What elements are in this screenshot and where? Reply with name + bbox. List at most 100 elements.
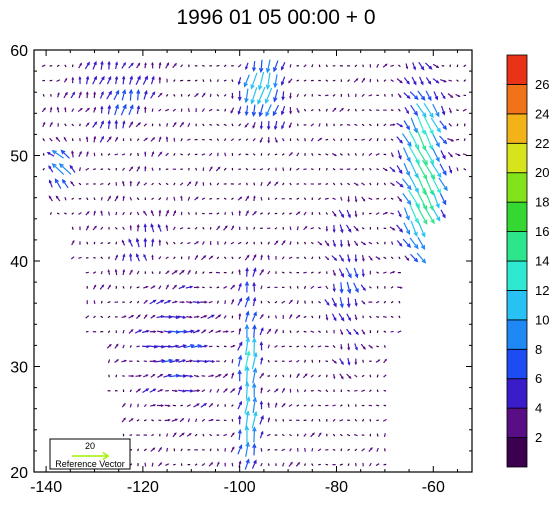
wind-vector — [230, 138, 235, 142]
wind-vector — [223, 359, 227, 363]
wind-vector — [56, 79, 61, 82]
wind-vector — [303, 433, 307, 437]
wind-vector — [383, 256, 387, 260]
wind-vector — [318, 153, 321, 156]
wind-vector — [122, 120, 126, 129]
wind-vector — [339, 224, 344, 234]
wind-vector — [389, 166, 396, 173]
wind-vector — [63, 77, 68, 83]
wind-vector — [339, 153, 343, 156]
wind-vector — [208, 329, 214, 334]
wind-vector — [143, 419, 147, 422]
wind-vector — [179, 227, 184, 230]
wind-vector — [56, 106, 60, 113]
wind-vector — [238, 138, 242, 141]
wind-vector — [273, 74, 278, 89]
wind-vector — [402, 133, 412, 147]
wind-vector — [135, 75, 141, 85]
wind-vector — [178, 359, 187, 363]
wind-vector — [289, 167, 292, 171]
wind-vector — [222, 330, 229, 333]
wind-vector — [325, 212, 328, 215]
wind-vector — [173, 79, 176, 82]
wind-vector — [143, 182, 148, 186]
wind-vector — [264, 87, 273, 105]
wind-vector — [158, 256, 162, 260]
wind-vector — [244, 458, 250, 470]
wind-vector — [157, 92, 163, 98]
wind-vector — [223, 123, 227, 127]
wind-vector — [179, 300, 186, 304]
wind-vector — [201, 329, 207, 334]
wind-vector — [172, 121, 177, 128]
wind-vector — [93, 241, 96, 245]
wind-vector — [331, 255, 338, 262]
wind-vector — [151, 150, 155, 157]
wind-vector — [383, 404, 387, 407]
wind-vector — [391, 241, 394, 245]
wind-vector — [158, 136, 162, 142]
wind-vector — [57, 92, 60, 98]
wind-vector — [187, 212, 190, 215]
wind-vector — [69, 164, 76, 173]
wind-vector — [245, 441, 250, 457]
wind-vector — [184, 329, 195, 334]
wind-vector — [238, 256, 242, 260]
wind-vector — [260, 447, 263, 452]
wind-vector — [272, 104, 280, 117]
wind-vector — [209, 388, 212, 393]
wind-vector — [259, 137, 264, 144]
wind-vector — [282, 182, 285, 186]
wind-vector — [361, 329, 365, 335]
wind-vector — [100, 60, 104, 70]
wind-vector — [347, 389, 350, 392]
reference-vector-arrow — [72, 451, 110, 461]
wind-vector — [136, 165, 140, 172]
wind-vector — [216, 212, 220, 215]
wind-vector — [375, 212, 380, 215]
wind-vector — [282, 462, 285, 467]
wind-vector — [409, 175, 419, 194]
wind-vector — [310, 227, 315, 230]
wind-vector — [397, 196, 403, 203]
wind-vector — [354, 168, 358, 171]
wind-vector — [462, 153, 467, 156]
wind-vector — [250, 87, 258, 105]
wind-vector — [325, 389, 329, 393]
wind-vector — [100, 226, 104, 230]
wind-vector — [135, 237, 140, 248]
wind-vector — [439, 135, 448, 145]
wind-vector — [288, 360, 293, 363]
wind-vector — [85, 315, 90, 319]
wind-vector — [186, 433, 192, 437]
wind-vector — [296, 197, 300, 200]
wind-vector — [120, 103, 127, 116]
wind-vector — [185, 285, 194, 289]
wind-vector — [432, 63, 440, 69]
wind-vector — [114, 254, 118, 261]
wind-vector — [361, 182, 366, 186]
wind-vector — [390, 152, 394, 158]
wind-vector — [303, 345, 307, 348]
wind-vector — [273, 388, 279, 393]
wind-vector — [238, 282, 242, 291]
wind-vector — [100, 242, 104, 245]
wind-vector — [455, 93, 461, 97]
wind-vector — [368, 109, 372, 112]
wind-vector — [180, 241, 183, 245]
colorbar-label: 10 — [535, 312, 549, 327]
wind-vector — [157, 330, 164, 334]
wind-vector — [231, 92, 234, 100]
wind-vector — [61, 178, 69, 189]
wind-vector — [325, 463, 329, 466]
wind-vector — [389, 123, 396, 127]
wind-vector — [418, 61, 425, 71]
wind-vector — [347, 196, 350, 203]
wind-vector — [362, 64, 364, 68]
wind-vector — [202, 79, 205, 82]
wind-vector — [216, 94, 220, 97]
wind-vector — [178, 389, 187, 393]
wind-vector — [245, 336, 250, 355]
wind-vector — [332, 197, 336, 200]
